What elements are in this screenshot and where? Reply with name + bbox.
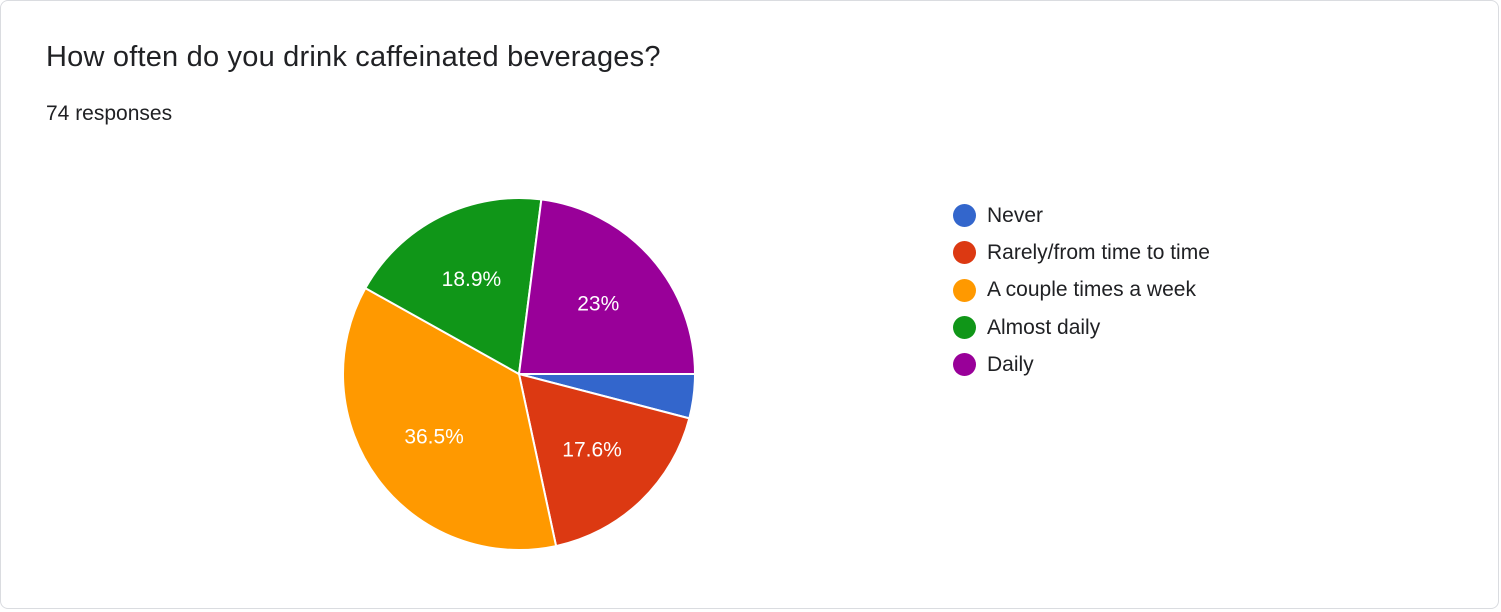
pie-slice-almost-daily[interactable] [363,197,543,376]
response-count: 74 responses [46,102,173,125]
pie-slice-rarely-from-time-to-time[interactable] [517,372,691,548]
chart-legend: Never Rarely/from time to time A couple ti… [953,197,1210,383]
legend-item[interactable]: Daily [953,346,1210,383]
question-title: How often do you drink caffeinated bever… [46,41,661,73]
legend-item[interactable]: Never [953,197,1210,234]
legend-item[interactable]: Almost daily [953,309,1210,346]
pie-data-label: 18.9% [442,268,502,291]
legend-label: Rarely/from time to time [987,240,1210,264]
pie-data-label: 17.6% [562,439,622,462]
pie-slices [342,197,697,551]
legend-swatch-icon [953,204,976,228]
legend-label: Never [987,203,1044,227]
legend-swatch-icon [953,316,976,340]
pie-data-label: 23% [577,293,619,316]
legend-swatch-icon [953,241,976,265]
pie-data-label: 36.5% [404,425,464,448]
legend-label: A couple times a week [987,278,1196,302]
pie-slice-daily[interactable] [517,198,697,375]
legend-swatch-icon [953,278,976,302]
pie-slice-a-couple-times-a-week[interactable] [342,286,558,551]
legend-label: Daily [987,352,1034,376]
legend-label: Almost daily [987,315,1101,339]
legend-item[interactable]: A couple times a week [953,272,1210,309]
legend-item[interactable]: Rarely/from time to time [953,234,1210,271]
pie-labels: 17.6% 36.5% 18.9% 23% [404,268,622,462]
legend-swatch-icon [953,353,976,377]
pie-chart: 17.6% 36.5% 18.9% 23% [342,197,697,551]
